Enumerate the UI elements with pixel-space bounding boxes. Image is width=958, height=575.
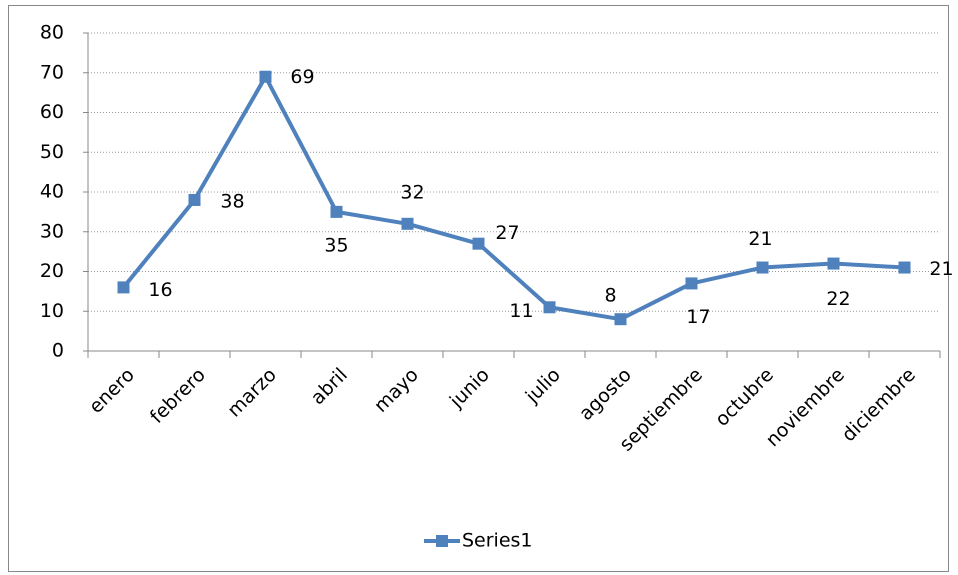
data-label: 32 xyxy=(400,181,424,203)
data-point xyxy=(117,281,130,294)
data-point xyxy=(472,237,485,250)
data-point xyxy=(401,217,414,230)
data-point xyxy=(259,70,272,83)
y-tick-label: 60 xyxy=(40,101,64,123)
legend-marker xyxy=(436,535,448,547)
data-point xyxy=(188,193,201,206)
y-tick-label: 10 xyxy=(40,300,64,322)
data-label: 35 xyxy=(324,234,348,256)
data-point xyxy=(685,277,698,290)
data-point xyxy=(898,261,911,274)
data-point xyxy=(756,261,769,274)
data-point xyxy=(543,301,556,314)
data-point xyxy=(330,205,343,218)
series-line xyxy=(121,74,905,322)
y-tick-label: 30 xyxy=(40,220,64,242)
y-tick-label: 50 xyxy=(40,141,64,163)
y-tick-label: 20 xyxy=(40,260,64,282)
data-label: 11 xyxy=(509,300,533,322)
data-point xyxy=(827,257,840,270)
data-label: 38 xyxy=(220,190,244,212)
data-label: 21 xyxy=(929,258,953,280)
legend-label: Series1 xyxy=(462,530,533,552)
data-label: 69 xyxy=(290,66,314,88)
y-tick-label: 0 xyxy=(52,340,64,362)
data-label: 27 xyxy=(495,222,519,244)
y-tick-label: 80 xyxy=(40,22,64,44)
data-label: 16 xyxy=(148,279,172,301)
y-tick-label: 70 xyxy=(40,61,64,83)
data-label: 17 xyxy=(686,306,710,328)
data-label: 21 xyxy=(748,228,772,250)
data-label: 22 xyxy=(826,288,850,310)
y-tick-label: 40 xyxy=(40,181,64,203)
chart-frame xyxy=(8,5,949,572)
data-point xyxy=(614,313,627,326)
data-label: 8 xyxy=(604,285,616,307)
